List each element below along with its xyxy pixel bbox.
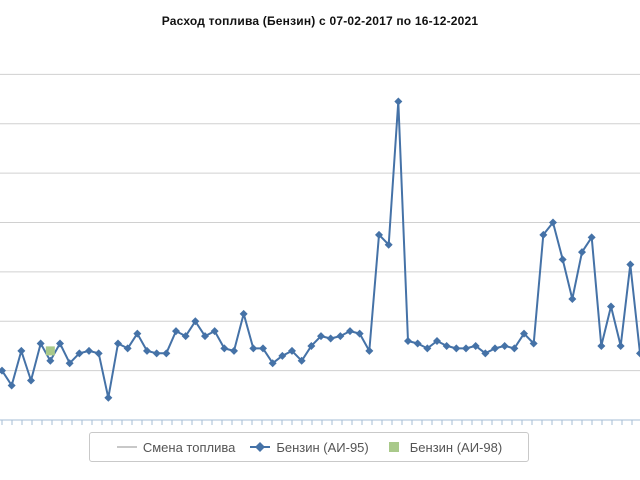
data-point-ai95 [558,255,567,264]
data-point-ai95 [520,329,528,338]
legend-ai98-square [388,442,399,452]
data-point-ai95 [152,349,161,358]
data-point-ai95 [423,344,432,353]
data-point-ai95 [191,317,200,326]
data-point-ai95 [162,349,171,358]
data-point-ai95 [394,97,403,106]
data-point-ai95 [491,344,499,353]
data-point-ai95 [365,346,374,355]
data-point-ai95 [616,341,625,350]
data-point-ai95 [384,240,393,249]
data-point-ai95 [442,341,451,350]
data-point-ai95 [587,233,596,242]
data-point-ai95 [230,346,238,355]
legend-diamond-icon [250,442,271,452]
data-point-ai95 [355,329,364,338]
data-point-ai95 [75,349,84,358]
data-point-ai95 [0,366,6,375]
data-point-ai95 [529,339,538,348]
legend-ai95-diamond [255,442,266,452]
x-axis [0,419,640,425]
data-point-ai95 [471,341,480,350]
data-point-ai95 [220,344,229,353]
data-point-ai95 [46,356,55,365]
data-point-ai95 [452,344,461,353]
data-point-ai95 [85,346,93,355]
data-point-ai95 [172,327,180,336]
data-point-ai95 [326,334,335,343]
data-point-ai95 [36,339,45,348]
data-point-ai95 [249,344,258,353]
legend-label-fuel-change: Смена топлива [142,439,236,455]
data-point-ai95 [317,332,325,341]
data-point-ai95 [104,393,113,402]
legend-square-icon [388,442,399,452]
data-point-ai95 [297,356,306,365]
data-point-ai95 [259,344,267,353]
data-point-ai95 [181,332,190,341]
data-point-ai95 [578,248,586,257]
data-point-ai95 [210,327,219,336]
data-point-ai95 [500,341,509,350]
legend-line-icon [116,446,137,448]
data-point-ai95 [597,341,606,350]
legend-item-fuel-change[interactable]: Смена топлива [116,439,236,455]
data-point-ai95 [307,341,316,350]
data-point-ai95 [626,260,635,269]
data-point-ai95 [143,346,151,355]
data-point-ai95 [239,309,248,318]
legend-label-ai98: Бензин (АИ-98) [409,439,503,455]
data-point-ai95 [636,349,640,358]
data-point-ai95 [7,381,16,390]
data-point-ai95 [375,230,383,239]
data-point-ai95 [65,359,74,368]
data-point-ai95 [413,339,422,348]
grid-lines [0,73,640,421]
chart-title: Расход топлива (Бензин) с 07-02-2017 по … [161,14,479,28]
data-point-ai95 [568,295,577,304]
data-point-ai95 [56,339,64,348]
data-point-ai95 [539,230,548,239]
chart-legend: Смена топлива Бензин (АИ-95) Бензин (АИ-… [89,432,529,462]
data-point-ai95 [17,346,26,355]
data-point-ai95 [288,346,296,355]
data-point-ai95 [510,344,519,353]
data-point-ai95 [27,376,35,385]
data-point-ai95 [433,337,441,345]
data-point-ai95 [481,349,490,358]
data-point-ai95 [607,302,615,311]
data-point-ai95 [462,344,470,353]
legend-item-ai98[interactable]: Бензин (АИ-98) [383,440,502,455]
data-point-ai95 [123,344,132,353]
data-point-ai95 [404,337,412,345]
data-point-ai95 [133,329,142,338]
legend-item-ai95[interactable]: Бензин (АИ-95) [249,439,369,455]
data-point-ai95 [346,327,354,336]
data-point-ai95 [268,359,277,368]
data-point-ai95 [336,332,345,341]
data-point-ai98 [45,346,55,356]
data-point-ai95 [278,351,287,360]
data-point-ai95 [201,332,209,341]
data-point-ai95 [114,339,122,348]
series-layer [0,97,640,402]
data-point-ai95 [94,349,103,358]
data-point-ai95 [549,218,557,227]
legend-label-ai95: Бензин (АИ-95) [276,439,369,455]
